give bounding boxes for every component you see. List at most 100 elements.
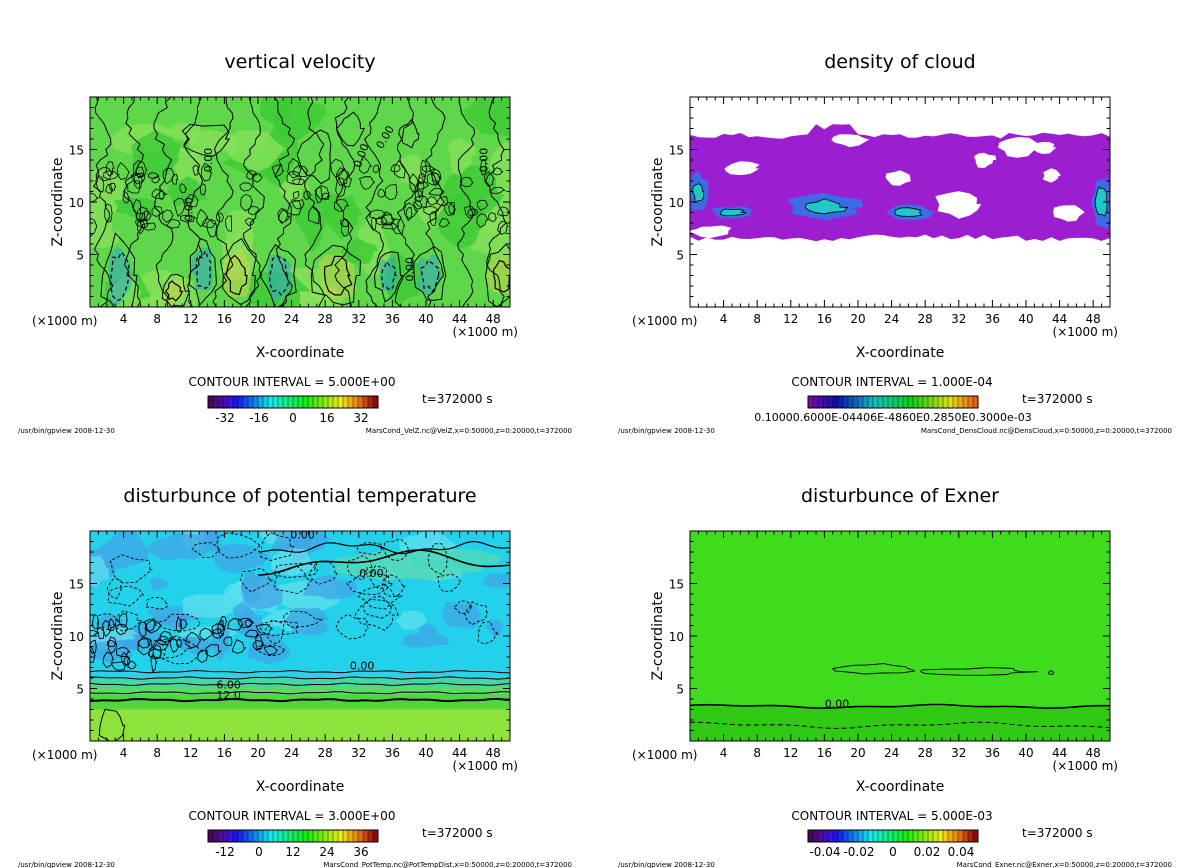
- contour-line: [239, 567, 274, 593]
- x-tick-label: 20: [250, 312, 265, 326]
- colorbar-cell: [898, 830, 904, 842]
- x-axis-label: X-coordinate: [856, 779, 945, 795]
- field-patch: [294, 188, 329, 253]
- colorbar-cell: [293, 396, 299, 408]
- colorbar-tick-label: 0.02: [914, 845, 941, 859]
- colorbar-cell: [298, 396, 304, 408]
- contour-line: [151, 188, 169, 200]
- x-unit-right: (×1000 m): [453, 759, 518, 773]
- contour-line: [223, 636, 233, 647]
- contour-line: [147, 172, 160, 180]
- contour-line: [274, 565, 313, 595]
- x-tick-label: 12: [783, 312, 798, 326]
- colorbar-cell: [368, 830, 374, 842]
- contour-line: [380, 260, 397, 291]
- contour-line: [315, 185, 330, 200]
- contour-line: [179, 214, 198, 223]
- contour-line: [414, 189, 425, 203]
- field-vel: [90, 97, 510, 307]
- x-unit-left: (×1000 m): [32, 314, 97, 328]
- contour-line: [100, 232, 138, 307]
- footer-right: MarsCond_PotTemp.nc@PotTempDist,x=0:5000…: [323, 861, 572, 868]
- contour-line: [108, 182, 117, 192]
- field-cloud: [690, 97, 1110, 307]
- colorbar-cell: [828, 396, 834, 408]
- colorbar-tick-label: -32: [215, 411, 235, 425]
- x-tick-label: 4: [720, 746, 728, 760]
- colorbar-cell: [228, 830, 234, 842]
- contour-line: [104, 203, 113, 223]
- colorbar-cell: [818, 396, 824, 408]
- field-patch: [213, 543, 271, 574]
- contour-line: [405, 207, 413, 222]
- field-patch: [302, 574, 357, 600]
- x-tick-label: 20: [250, 746, 265, 760]
- y-axis-label: Z-coordinate: [650, 591, 666, 680]
- colorbar-cell: [888, 830, 894, 842]
- x-tick-label: 44: [1052, 746, 1067, 760]
- colorbar-cell: [298, 830, 304, 842]
- colorbar-cell: [968, 830, 974, 842]
- colorbar-cell: [948, 830, 954, 842]
- contour-line: [183, 97, 204, 307]
- contour-label: 0.00: [359, 567, 384, 580]
- colorbar-cell: [363, 830, 369, 842]
- contour-line: [296, 129, 332, 185]
- contour-line: [364, 97, 385, 307]
- x-unit-right: (×1000 m): [1053, 325, 1118, 339]
- footer-right: MarsCond_Exner.nc@Exner,x=0:50000,z=0:20…: [957, 861, 1172, 868]
- contour-line: [133, 173, 144, 189]
- colorbar-cell: [223, 830, 229, 842]
- colorbar-cell: [338, 396, 344, 408]
- cloud-gap: [724, 161, 760, 176]
- colorbar-cell: [328, 830, 334, 842]
- colorbar-cell: [953, 396, 959, 408]
- contour-line: [489, 186, 506, 195]
- contour-line: [107, 585, 145, 607]
- colorbar-cell: [368, 396, 374, 408]
- contour-line: [225, 215, 233, 232]
- contour-line: [196, 208, 209, 227]
- contour-line: [151, 205, 165, 217]
- contour-line: [123, 97, 144, 307]
- contour-line: [362, 595, 392, 619]
- x-tick-label: 32: [351, 312, 366, 326]
- contour-line: [413, 245, 447, 301]
- x-tick-label: 32: [951, 746, 966, 760]
- field-patch: [271, 548, 321, 576]
- contour-line: [292, 164, 309, 177]
- contour-line: [369, 209, 387, 220]
- contour-line: [90, 691, 510, 695]
- x-tick-label: 36: [385, 312, 400, 326]
- panel-vel: 0.00 0.000.000.000.000.004 8 12 16 20 24 28 32 36…: [18, 51, 572, 435]
- contour-line: [110, 251, 130, 302]
- y-axis-label: Z-coordinate: [50, 157, 66, 246]
- cloud-gap: [935, 191, 982, 219]
- colorbar-cell: [838, 396, 844, 408]
- contour-line: [148, 635, 191, 659]
- contour-line: [90, 697, 510, 703]
- colorbar-cell: [293, 830, 299, 842]
- colorbar-cell: [883, 396, 889, 408]
- contour-label: 0.00: [350, 660, 375, 673]
- field-patch: [442, 601, 483, 628]
- colorbar-tick-label: 36: [353, 845, 368, 859]
- colorbar-cell: [928, 396, 934, 408]
- contour-line: [307, 205, 320, 225]
- contour-line: [359, 176, 376, 191]
- contour-line: [98, 708, 126, 741]
- colorbar-cell: [228, 396, 234, 408]
- colorbar-tick-label: 0: [255, 845, 263, 859]
- colorbar-cell: [303, 396, 309, 408]
- y-tick-label: 10: [669, 630, 684, 644]
- contour-line: [141, 222, 157, 231]
- colorbar-cell: [893, 830, 899, 842]
- cloud-gap: [974, 152, 997, 169]
- colorbar-tick-label: 16: [319, 411, 334, 425]
- colorbar-cell: [318, 830, 324, 842]
- contour-line: [212, 97, 234, 307]
- contour-line: [418, 172, 426, 185]
- colorbar-cell: [233, 396, 239, 408]
- footer-left: /usr/bin/gpview 2008-12-30: [618, 427, 715, 435]
